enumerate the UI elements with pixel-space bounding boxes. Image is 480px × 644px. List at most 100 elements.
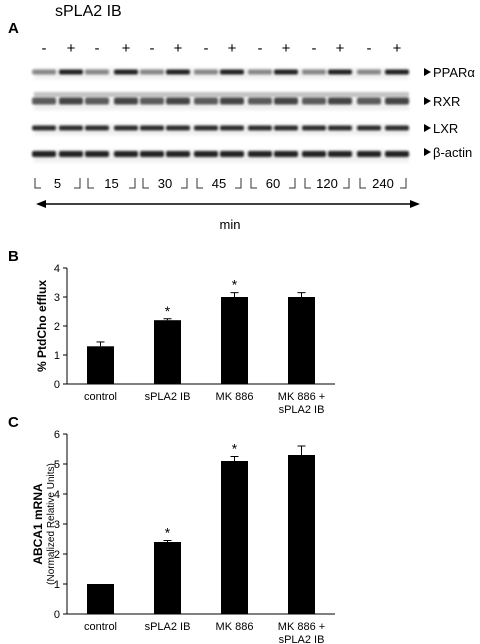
time-bracket: [142, 178, 149, 189]
blot-band: [166, 125, 190, 131]
category-label: MK 886 +: [278, 391, 325, 403]
category-label: sPLA2 IB: [145, 391, 191, 403]
category-label: MK 886: [216, 621, 254, 633]
time-label: 240: [372, 176, 394, 191]
time-bracket: [181, 178, 188, 189]
blot-band: [32, 97, 56, 105]
time-label: 45: [212, 176, 226, 191]
blot-band: [85, 69, 109, 75]
blot-band: [114, 97, 138, 105]
blot-band: [220, 151, 244, 157]
blot-band: [248, 97, 272, 105]
blot-band: [357, 125, 381, 131]
time-arrow-left: [36, 200, 46, 208]
bar: [288, 455, 315, 614]
time-bracket: [74, 178, 81, 189]
blot-band: [328, 151, 352, 157]
category-label: MK 886 +: [278, 621, 325, 633]
blot-band: [59, 69, 83, 75]
blot-band: [302, 69, 326, 75]
significance-marker: *: [232, 277, 238, 293]
blot-band: [274, 151, 298, 157]
blot-band: [85, 151, 109, 157]
y-tick-label: 3: [54, 292, 60, 304]
y-tick-label: 4: [54, 489, 60, 501]
y-axis-title: % PtdCho efflux: [35, 280, 49, 372]
time-label: 60: [266, 176, 280, 191]
y-tick-label: 2: [54, 549, 60, 561]
blot-band: [302, 125, 326, 131]
blot-band: [220, 69, 244, 75]
blot-band: [114, 125, 138, 131]
y-axis-title: ABCA1 mRNA: [31, 483, 45, 565]
time-bracket: [129, 178, 136, 189]
blot-band: [59, 151, 83, 157]
time-bracket: [250, 178, 257, 189]
blot-band: [357, 151, 381, 157]
significance-marker: *: [165, 525, 171, 541]
blot-band: [166, 97, 190, 105]
panel-a-label: A: [8, 20, 19, 37]
blot-band: [385, 151, 409, 157]
band-label: LXR: [433, 121, 458, 136]
time-bracket: [289, 178, 296, 189]
blot-band: [194, 151, 218, 157]
bar: [87, 584, 114, 614]
category-label: sPLA2 IB: [279, 634, 325, 644]
lane-sign: +: [228, 40, 237, 57]
bar: [288, 297, 315, 384]
blot-band: [357, 97, 381, 105]
blot-band: [85, 97, 109, 105]
blot-band: [140, 97, 164, 105]
blot-band: [32, 69, 56, 75]
time-bracket: [196, 178, 203, 189]
y-tick-label: 4: [54, 263, 60, 275]
category-label: MK 886: [216, 391, 254, 403]
y-tick-label: 1: [54, 350, 60, 362]
y-tick-label: 5: [54, 459, 60, 471]
blot-band: [274, 69, 298, 75]
lane-sign: +: [67, 40, 76, 57]
time-bracket: [359, 178, 366, 189]
y-tick-label: 6: [54, 429, 60, 441]
blot-band: [32, 125, 56, 131]
rxr-upper-band: [34, 92, 409, 97]
category-label: control: [84, 391, 117, 403]
blot-band: [248, 125, 272, 131]
blot-band: [140, 125, 164, 131]
blot-band: [328, 97, 352, 105]
blot-band: [248, 69, 272, 75]
band-arrowhead: [424, 68, 431, 76]
category-label: sPLA2 IB: [145, 621, 191, 633]
lane-sign: -: [95, 40, 100, 57]
blot-band: [220, 97, 244, 105]
western-blot: - + - + - + - + - + - + - + PPARα RXR LXR β-actin 5 15 30 45 6…: [32, 40, 475, 232]
blot-band: [140, 69, 164, 75]
lane-sign: +: [282, 40, 291, 57]
time-label: 5: [54, 176, 61, 191]
blot-band: [385, 69, 409, 75]
blot-band: [328, 125, 352, 131]
blot-band: [85, 125, 109, 131]
blot-band: [274, 125, 298, 131]
time-bracket: [343, 178, 350, 189]
blot-band: [248, 151, 272, 157]
lane-sign: +: [174, 40, 183, 57]
blot-band: [302, 97, 326, 105]
bar: [154, 542, 181, 614]
time-bracket: [34, 178, 41, 189]
lane-sign: +: [336, 40, 345, 57]
blot-band: [140, 151, 164, 157]
time-label: 120: [316, 176, 338, 191]
blot-band: [114, 151, 138, 157]
blot-band: [357, 69, 381, 75]
lane-sign: -: [312, 40, 317, 57]
blot-band: [194, 125, 218, 131]
bar: [221, 461, 248, 614]
bar: [221, 297, 248, 384]
time-bracket: [87, 178, 94, 189]
time-bracket: [400, 178, 407, 189]
panel-b-label: B: [8, 248, 19, 265]
